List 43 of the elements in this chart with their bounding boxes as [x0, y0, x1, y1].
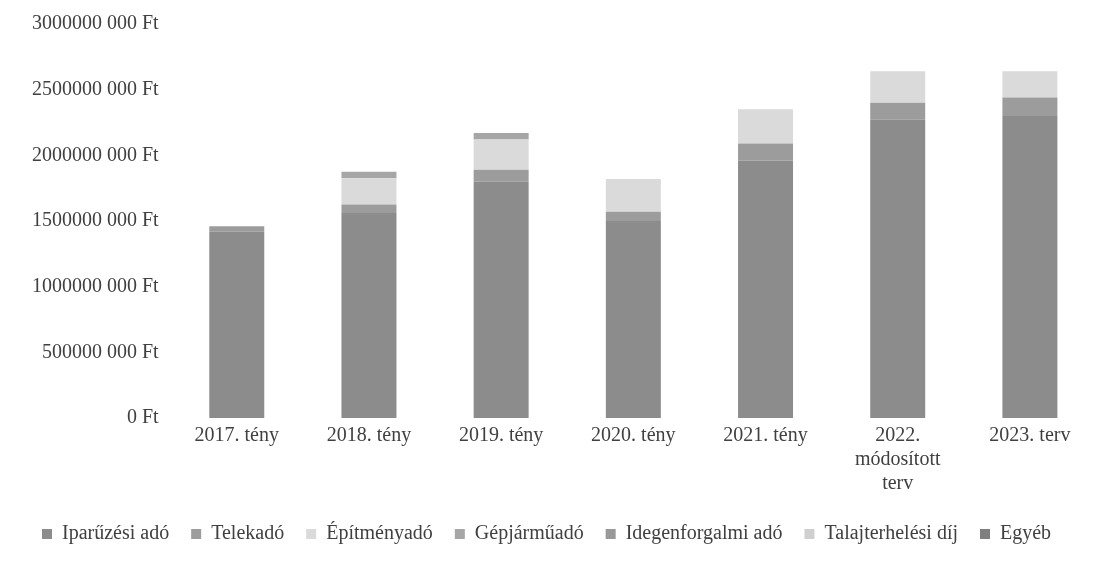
legend-label: Gépjárműadó — [474, 521, 584, 545]
y-tick-label: 500000 000 Ft — [41, 339, 160, 362]
y-tick-label: 2000000 000 Ft — [31, 142, 160, 165]
bar — [341, 178, 397, 205]
y-tick-label: 1000000 000 Ft — [31, 273, 160, 296]
y-tick-label: 3000000 000 Ft — [31, 11, 160, 34]
bar — [738, 109, 794, 144]
bar — [473, 133, 529, 140]
y-tick-label: 0 Ft — [126, 405, 160, 428]
legend-label: Telekadó — [211, 521, 285, 544]
bar — [473, 169, 529, 182]
bar — [473, 139, 529, 170]
bar — [473, 181, 529, 418]
x-tick-label: 2018. tény — [326, 423, 412, 447]
bar — [209, 226, 265, 232]
legend-label: Idegenforgalmi adó — [625, 521, 783, 545]
bar — [870, 119, 926, 418]
x-tick-label: 2017. tény — [194, 423, 279, 447]
legend-label: Iparűzési adó — [62, 521, 170, 545]
x-tick-label: 2022. módosított terv — [854, 423, 941, 494]
bar — [1002, 97, 1058, 116]
bar — [870, 102, 926, 120]
bar — [605, 178, 661, 212]
bar — [870, 71, 926, 103]
bar — [341, 213, 397, 418]
legend-label: Egyéb — [1000, 521, 1052, 545]
x-tick-label: 2023. terv — [989, 423, 1071, 446]
bar — [738, 143, 794, 161]
bar — [209, 231, 265, 418]
x-tick-label: 2019. tény — [458, 423, 544, 447]
x-tick-label: 2021. tény — [723, 423, 808, 447]
bar — [341, 171, 397, 179]
bar — [738, 160, 794, 418]
bar — [1002, 71, 1058, 98]
y-tick-label: 1500000 000 Ft — [31, 208, 160, 231]
x-tick-label: 2020. tény — [591, 423, 676, 447]
legend-label: Talajterhelési díj — [824, 521, 959, 545]
bar — [341, 204, 397, 214]
bar — [605, 221, 661, 418]
legend-label: Építményadó — [326, 521, 433, 545]
bar — [1002, 115, 1058, 418]
bar — [605, 211, 661, 221]
y-tick-label: 2500000 000 Ft — [31, 76, 160, 99]
